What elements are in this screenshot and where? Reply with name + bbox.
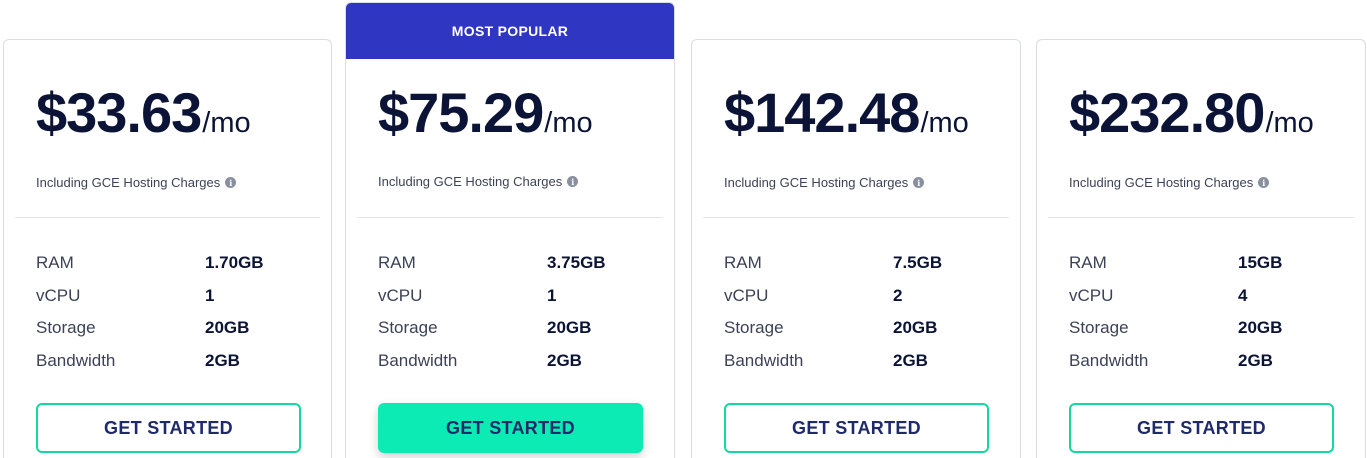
plan-card-1: $33.63/mo Including GCE Hosting Charges …	[3, 39, 332, 458]
info-icon[interactable]: i	[225, 177, 237, 188]
price-amount: $75.29	[378, 81, 544, 144]
spec-row-ram: RAM 1.70GB	[36, 253, 306, 286]
spec-row-vcpu: vCPU 1	[36, 286, 306, 319]
plan-price: $75.29/mo	[378, 80, 593, 145]
spec-row-bandwidth: Bandwidth 2GB	[378, 351, 648, 384]
price-period: /mo	[544, 107, 593, 139]
spec-label: Storage	[36, 318, 96, 337]
note-text: Including GCE Hosting Charges	[724, 175, 909, 190]
spec-label: Storage	[1069, 318, 1129, 337]
spec-label: RAM	[378, 253, 416, 272]
info-icon[interactable]: i	[567, 176, 579, 187]
spec-row-ram: RAM 3.75GB	[378, 253, 648, 286]
price-amount: $33.63	[36, 81, 202, 144]
spec-row-vcpu: vCPU 4	[1069, 286, 1339, 319]
price-period: /mo	[202, 107, 251, 139]
spec-value: 2GB	[893, 350, 928, 370]
spec-label: vCPU	[36, 285, 81, 305]
divider	[1048, 217, 1354, 218]
note-text: Including GCE Hosting Charges	[378, 174, 563, 189]
hosting-charges-note: Including GCE Hosting Charges i	[378, 174, 579, 189]
price-amount: $142.48	[724, 81, 920, 144]
plan-card-2: MOST POPULAR $75.29/mo Including GCE Hos…	[345, 2, 675, 458]
spec-value: 2GB	[547, 350, 582, 370]
spec-row-bandwidth: Bandwidth 2GB	[1069, 351, 1339, 384]
spec-value: 3.75GB	[547, 253, 606, 272]
divider	[357, 217, 663, 218]
get-started-button[interactable]: GET STARTED	[36, 403, 301, 453]
spec-value: 1	[547, 285, 557, 305]
get-started-button[interactable]: GET STARTED	[1069, 403, 1334, 453]
hosting-charges-note: Including GCE Hosting Charges i	[1069, 175, 1270, 190]
spec-row-vcpu: vCPU 2	[724, 286, 994, 319]
divider	[703, 217, 1009, 218]
spec-value: 7.5GB	[893, 253, 943, 272]
spec-value: 2GB	[1238, 350, 1273, 370]
spec-row-vcpu: vCPU 1	[378, 286, 648, 319]
spec-value: 2	[893, 285, 903, 305]
spec-list: RAM 15GB vCPU 4 Storage 20GB Bandwidth 2…	[1069, 253, 1339, 383]
spec-label: Bandwidth	[1069, 350, 1149, 370]
spec-label: vCPU	[724, 285, 769, 305]
spec-row-bandwidth: Bandwidth 2GB	[36, 351, 306, 384]
spec-label: Storage	[724, 318, 784, 337]
spec-value: 20GB	[893, 318, 938, 337]
info-icon[interactable]: i	[1258, 177, 1270, 188]
spec-value: 20GB	[547, 318, 592, 337]
spec-label: RAM	[36, 253, 74, 272]
price-period: /mo	[1265, 107, 1314, 139]
plan-card-4: $232.80/mo Including GCE Hosting Charges…	[1036, 39, 1366, 458]
spec-label: RAM	[1069, 253, 1107, 272]
spec-value: 20GB	[205, 318, 250, 337]
spec-value: 2GB	[205, 350, 240, 370]
spec-row-ram: RAM 15GB	[1069, 253, 1339, 286]
spec-row-storage: Storage 20GB	[36, 318, 306, 351]
spec-list: RAM 1.70GB vCPU 1 Storage 20GB Bandwidth…	[36, 253, 306, 383]
spec-label: vCPU	[1069, 285, 1114, 305]
spec-label: Storage	[378, 318, 438, 337]
price-period: /mo	[920, 107, 969, 139]
note-text: Including GCE Hosting Charges	[1069, 175, 1254, 190]
spec-row-storage: Storage 20GB	[378, 318, 648, 351]
hosting-charges-note: Including GCE Hosting Charges i	[724, 175, 925, 190]
spec-label: vCPU	[378, 285, 423, 305]
note-text: Including GCE Hosting Charges	[36, 175, 221, 190]
spec-list: RAM 3.75GB vCPU 1 Storage 20GB Bandwidth…	[378, 253, 648, 383]
price-amount: $232.80	[1069, 81, 1265, 144]
spec-label: Bandwidth	[378, 350, 458, 370]
spec-row-storage: Storage 20GB	[724, 318, 994, 351]
spec-list: RAM 7.5GB vCPU 2 Storage 20GB Bandwidth …	[724, 253, 994, 383]
spec-value: 1.70GB	[205, 253, 264, 272]
spec-row-bandwidth: Bandwidth 2GB	[724, 351, 994, 384]
plan-price: $142.48/mo	[724, 80, 969, 145]
spec-label: Bandwidth	[724, 350, 804, 370]
divider	[15, 217, 320, 218]
spec-value: 4	[1238, 285, 1248, 305]
plan-price: $232.80/mo	[1069, 80, 1314, 145]
spec-label: RAM	[724, 253, 762, 272]
plan-price: $33.63/mo	[36, 80, 251, 145]
most-popular-badge: MOST POPULAR	[346, 3, 674, 59]
spec-label: Bandwidth	[36, 350, 116, 370]
spec-value: 1	[205, 285, 215, 305]
spec-row-ram: RAM 7.5GB	[724, 253, 994, 286]
info-icon[interactable]: i	[913, 177, 925, 188]
spec-row-storage: Storage 20GB	[1069, 318, 1339, 351]
hosting-charges-note: Including GCE Hosting Charges i	[36, 175, 237, 190]
spec-value: 20GB	[1238, 318, 1283, 337]
plan-card-3: $142.48/mo Including GCE Hosting Charges…	[691, 39, 1021, 458]
get-started-button[interactable]: GET STARTED	[378, 403, 643, 453]
spec-value: 15GB	[1238, 253, 1283, 272]
get-started-button[interactable]: GET STARTED	[724, 403, 989, 453]
